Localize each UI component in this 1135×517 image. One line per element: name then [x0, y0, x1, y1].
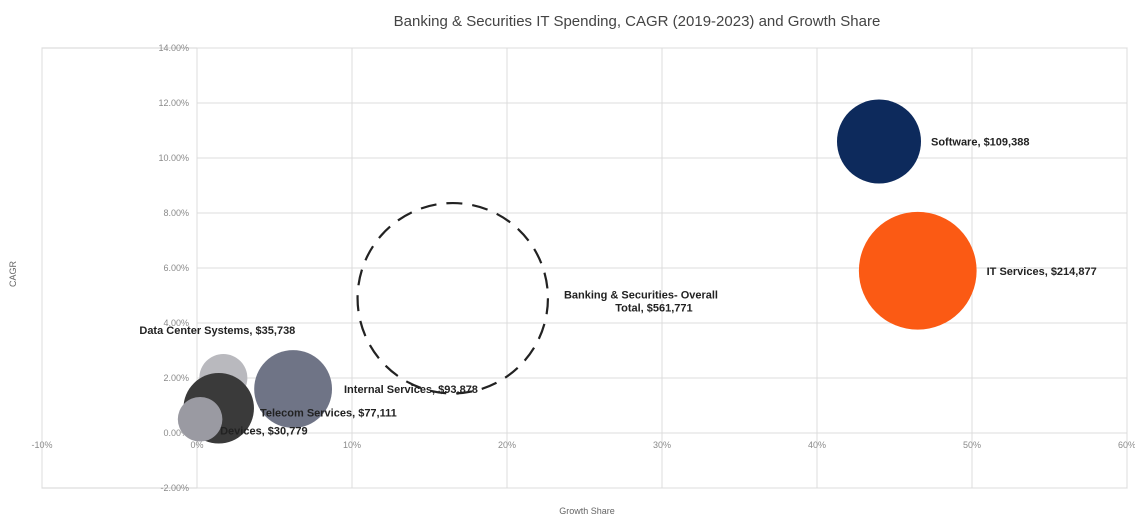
x-tick-label: 20% [498, 440, 516, 450]
internal-services-93-878-label: Internal Services, $93,878 [344, 384, 478, 396]
y-tick-label: -2.00% [160, 483, 189, 493]
chart-title: Banking & Securities IT Spending, CAGR (… [394, 13, 881, 30]
y-tick-label: 10.00% [158, 153, 189, 163]
data-center-systems-35-738-label: Data Center Systems, $35,738 [139, 325, 295, 337]
devices-30-779-bubble [177, 396, 223, 442]
telecom-services-77-111-label: Telecom Services, $77,111 [260, 407, 397, 419]
banking-securities-overall-bubble [356, 201, 550, 395]
x-tick-label: 50% [963, 440, 981, 450]
y-tick-label: 8.00% [163, 208, 189, 218]
grid-lines [41, 47, 1128, 489]
x-tick-label: 0% [190, 440, 203, 450]
y-tick-label: 4.00% [163, 318, 189, 328]
x-tick-label: 10% [343, 440, 361, 450]
banking-securities-overall-label: Banking & Securities- Overall [564, 289, 718, 301]
x-tick-label: 60% [1118, 440, 1135, 450]
y-tick-label: 6.00% [163, 263, 189, 273]
it-services-214-877-bubble [858, 211, 977, 330]
y-axis-ticks: -2.00% 0.00% 2.00% 4.00% 6.00% 8.00% 10.00% 12.… [158, 43, 189, 493]
x-axis-ticks: -10% 0% 10% 20% 30% 40% 50% 60% [31, 440, 1135, 450]
x-tick-label: 40% [808, 440, 826, 450]
x-axis-label: Growth Share [559, 506, 615, 516]
software-109-388-bubble [836, 99, 922, 184]
y-tick-label: 12.00% [158, 98, 189, 108]
devices-30-779-label: Devices, $30,779 [220, 425, 307, 437]
y-tick-label: 0.00% [163, 428, 189, 438]
internal-services-93-878-bubble [254, 350, 333, 428]
banking-securities-overall-label: Total, $561,771 [615, 302, 692, 314]
it-services-214-877-label: IT Services, $214,877 [987, 266, 1097, 278]
x-tick-label: -10% [31, 440, 52, 450]
bubbles [177, 99, 977, 444]
y-tick-label: 2.00% [163, 373, 189, 383]
x-tick-label: 30% [653, 440, 671, 450]
y-tick-label: 14.00% [158, 43, 189, 53]
bubble-labels: Software, $109,388 IT Services, $214,877 B… [139, 137, 1096, 438]
software-109-388-label: Software, $109,388 [931, 137, 1029, 149]
y-axis-label: CAGR [8, 261, 18, 288]
